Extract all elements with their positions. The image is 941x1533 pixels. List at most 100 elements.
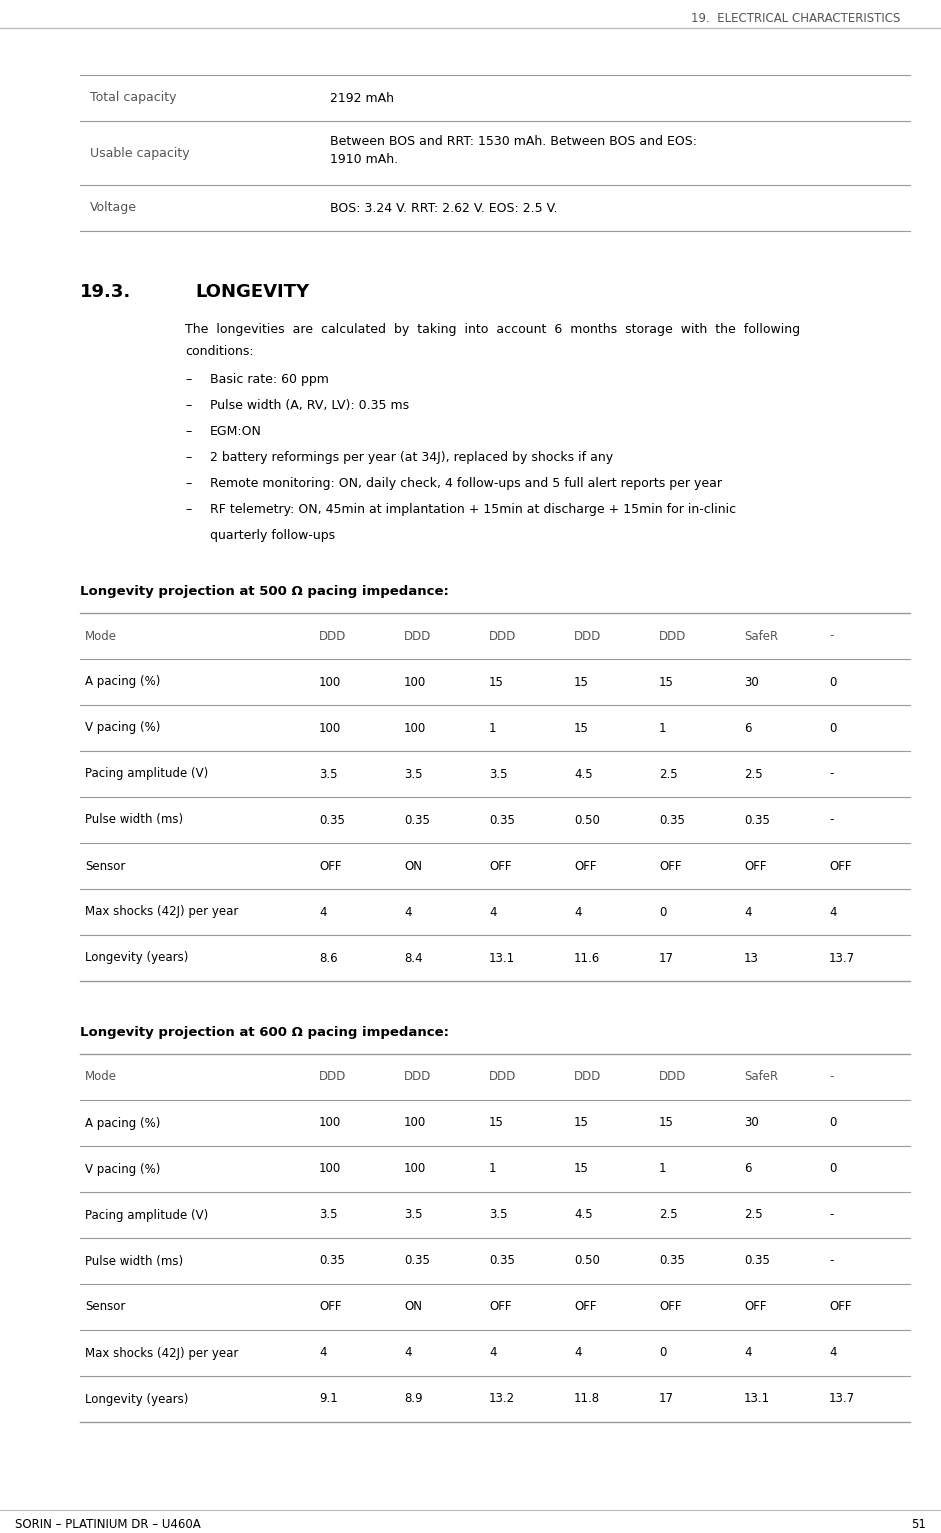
Text: OFF: OFF xyxy=(659,1300,681,1314)
Text: 4: 4 xyxy=(489,906,497,918)
Text: 8.9: 8.9 xyxy=(404,1392,423,1406)
Text: DDD: DDD xyxy=(659,630,686,642)
Text: EGM:ON: EGM:ON xyxy=(210,425,262,438)
Text: 0: 0 xyxy=(659,1346,666,1360)
Text: 4: 4 xyxy=(489,1346,497,1360)
Text: 3.5: 3.5 xyxy=(489,1208,507,1222)
Text: Pacing amplitude (V): Pacing amplitude (V) xyxy=(85,1208,208,1222)
Text: 2 battery reformings per year (at 34J), replaced by shocks if any: 2 battery reformings per year (at 34J), … xyxy=(210,451,614,464)
Text: 17: 17 xyxy=(659,952,674,964)
Text: 4: 4 xyxy=(829,906,837,918)
Text: 0.35: 0.35 xyxy=(659,814,685,826)
Text: OFF: OFF xyxy=(489,860,512,872)
Text: Pulse width (ms): Pulse width (ms) xyxy=(85,1254,183,1268)
Text: 0.35: 0.35 xyxy=(744,1254,770,1268)
Text: 4: 4 xyxy=(574,1346,582,1360)
Text: 0.35: 0.35 xyxy=(659,1254,685,1268)
Text: –: – xyxy=(185,373,191,386)
Text: 30: 30 xyxy=(744,1116,758,1130)
Text: Basic rate: 60 ppm: Basic rate: 60 ppm xyxy=(210,373,328,386)
Text: Longevity (years): Longevity (years) xyxy=(85,1392,188,1406)
Text: -: - xyxy=(829,630,834,642)
Text: 0.35: 0.35 xyxy=(404,1254,430,1268)
Text: DDD: DDD xyxy=(574,630,601,642)
Text: –: – xyxy=(185,425,191,438)
Text: 13: 13 xyxy=(744,952,758,964)
Text: 2192 mAh: 2192 mAh xyxy=(330,92,394,104)
Text: conditions:: conditions: xyxy=(185,345,254,359)
Text: RF telemetry: ON, 45min at implantation + 15min at discharge + 15min for in-clin: RF telemetry: ON, 45min at implantation … xyxy=(210,503,736,517)
Text: 4: 4 xyxy=(744,906,752,918)
Text: Longevity projection at 500 Ω pacing impedance:: Longevity projection at 500 Ω pacing imp… xyxy=(80,586,449,598)
Text: OFF: OFF xyxy=(574,860,597,872)
Text: Longevity (years): Longevity (years) xyxy=(85,952,188,964)
Text: DDD: DDD xyxy=(404,630,431,642)
Text: ON: ON xyxy=(404,860,422,872)
Text: 15: 15 xyxy=(659,1116,674,1130)
Text: 13.7: 13.7 xyxy=(829,1392,855,1406)
Text: 3.5: 3.5 xyxy=(319,1208,338,1222)
Text: Pulse width (ms): Pulse width (ms) xyxy=(85,814,183,826)
Text: OFF: OFF xyxy=(659,860,681,872)
Text: 100: 100 xyxy=(319,1162,342,1176)
Text: 2.5: 2.5 xyxy=(744,1208,762,1222)
Text: DDD: DDD xyxy=(659,1070,686,1084)
Text: DDD: DDD xyxy=(404,1070,431,1084)
Text: DDD: DDD xyxy=(319,1070,346,1084)
Text: V pacing (%): V pacing (%) xyxy=(85,1162,160,1176)
Text: 2.5: 2.5 xyxy=(659,768,678,780)
Text: Pulse width (A, RV, LV): 0.35 ms: Pulse width (A, RV, LV): 0.35 ms xyxy=(210,399,409,412)
Text: 4: 4 xyxy=(404,906,411,918)
Text: 4.5: 4.5 xyxy=(574,768,593,780)
Text: 51: 51 xyxy=(911,1518,926,1531)
Text: 2.5: 2.5 xyxy=(659,1208,678,1222)
Text: 100: 100 xyxy=(319,676,342,688)
Text: 3.5: 3.5 xyxy=(489,768,507,780)
Text: 0.35: 0.35 xyxy=(319,814,344,826)
Text: DDD: DDD xyxy=(574,1070,601,1084)
Text: -: - xyxy=(829,1070,834,1084)
Text: 3.5: 3.5 xyxy=(404,1208,423,1222)
Text: 100: 100 xyxy=(404,1162,426,1176)
Text: –: – xyxy=(185,399,191,412)
Text: 9.1: 9.1 xyxy=(319,1392,338,1406)
Text: DDD: DDD xyxy=(489,630,517,642)
Text: 11.6: 11.6 xyxy=(574,952,600,964)
Text: V pacing (%): V pacing (%) xyxy=(85,722,160,734)
Text: 4: 4 xyxy=(744,1346,752,1360)
Text: 13.1: 13.1 xyxy=(744,1392,770,1406)
Text: 19.  ELECTRICAL CHARACTERISTICS: 19. ELECTRICAL CHARACTERISTICS xyxy=(691,12,900,25)
Text: SafeR: SafeR xyxy=(744,630,778,642)
Text: 1: 1 xyxy=(489,1162,497,1176)
Text: -: - xyxy=(829,1208,834,1222)
Text: Between BOS and RRT: 1530 mAh. Between BOS and EOS:: Between BOS and RRT: 1530 mAh. Between B… xyxy=(330,135,697,149)
Text: OFF: OFF xyxy=(829,860,852,872)
Text: 15: 15 xyxy=(574,1162,589,1176)
Text: 100: 100 xyxy=(319,1116,342,1130)
Text: 100: 100 xyxy=(404,676,426,688)
Text: 13.2: 13.2 xyxy=(489,1392,515,1406)
Text: 4: 4 xyxy=(574,906,582,918)
Text: 15: 15 xyxy=(489,676,503,688)
Text: 0.35: 0.35 xyxy=(744,814,770,826)
Text: 0.35: 0.35 xyxy=(489,814,515,826)
Text: 0.35: 0.35 xyxy=(319,1254,344,1268)
Text: 3.5: 3.5 xyxy=(319,768,338,780)
Text: -: - xyxy=(829,814,834,826)
Text: –: – xyxy=(185,477,191,491)
Text: 0: 0 xyxy=(829,676,837,688)
Text: 4: 4 xyxy=(404,1346,411,1360)
Text: 17: 17 xyxy=(659,1392,674,1406)
Text: 0: 0 xyxy=(829,722,837,734)
Text: Max shocks (42J) per year: Max shocks (42J) per year xyxy=(85,906,238,918)
Text: 2.5: 2.5 xyxy=(744,768,762,780)
Text: 0: 0 xyxy=(829,1116,837,1130)
Text: 6: 6 xyxy=(744,1162,752,1176)
Text: SafeR: SafeR xyxy=(744,1070,778,1084)
Text: 1910 mAh.: 1910 mAh. xyxy=(330,153,398,166)
Text: 15: 15 xyxy=(574,676,589,688)
Text: Usable capacity: Usable capacity xyxy=(90,147,190,159)
Text: OFF: OFF xyxy=(319,860,342,872)
Text: 100: 100 xyxy=(404,722,426,734)
Text: 8.6: 8.6 xyxy=(319,952,338,964)
